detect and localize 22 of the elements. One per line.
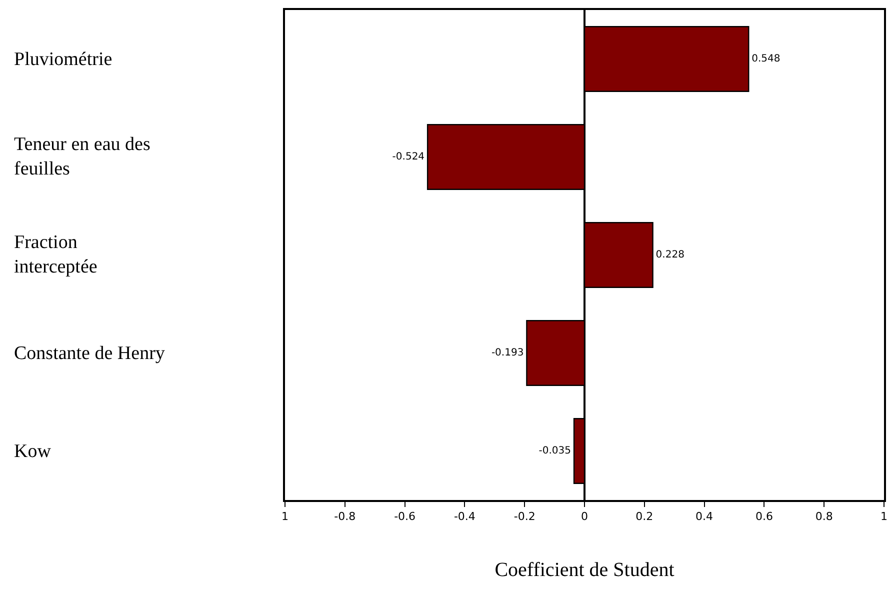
data-label: -0.035: [538, 446, 572, 456]
y-tick-label: Teneur en eau des feuilles: [14, 134, 150, 180]
y-tick-label: Kow: [14, 441, 52, 462]
data-label: -0.524: [392, 152, 425, 162]
x-tick-label: 0: [581, 510, 588, 523]
data-label: -0.193: [491, 348, 524, 358]
x-axis-title: Coefficient de Student: [494, 558, 675, 581]
x-tick-label: 1: [880, 510, 888, 523]
x-tick-label: 0.6: [755, 510, 773, 523]
data-label: 0.548: [752, 54, 780, 64]
y-tick-label: Pluviométrie: [14, 49, 112, 70]
data-label: 0.228: [656, 250, 684, 260]
x-tick-label: 1: [282, 510, 288, 523]
x-tick-label: 0.8: [815, 510, 833, 523]
x-tick-label: -0.6: [394, 510, 416, 523]
x-tick-label: 0.4: [696, 510, 714, 523]
x-tick-label: -0.2: [514, 510, 536, 523]
x-tick-label: -0.4: [454, 510, 476, 523]
x-tick-label: 0.2: [636, 510, 654, 523]
x-tick-label: -0.8: [334, 510, 356, 523]
y-tick-label: Constante de Henry: [14, 343, 166, 364]
y-tick-label: Fraction interceptée: [14, 232, 98, 278]
